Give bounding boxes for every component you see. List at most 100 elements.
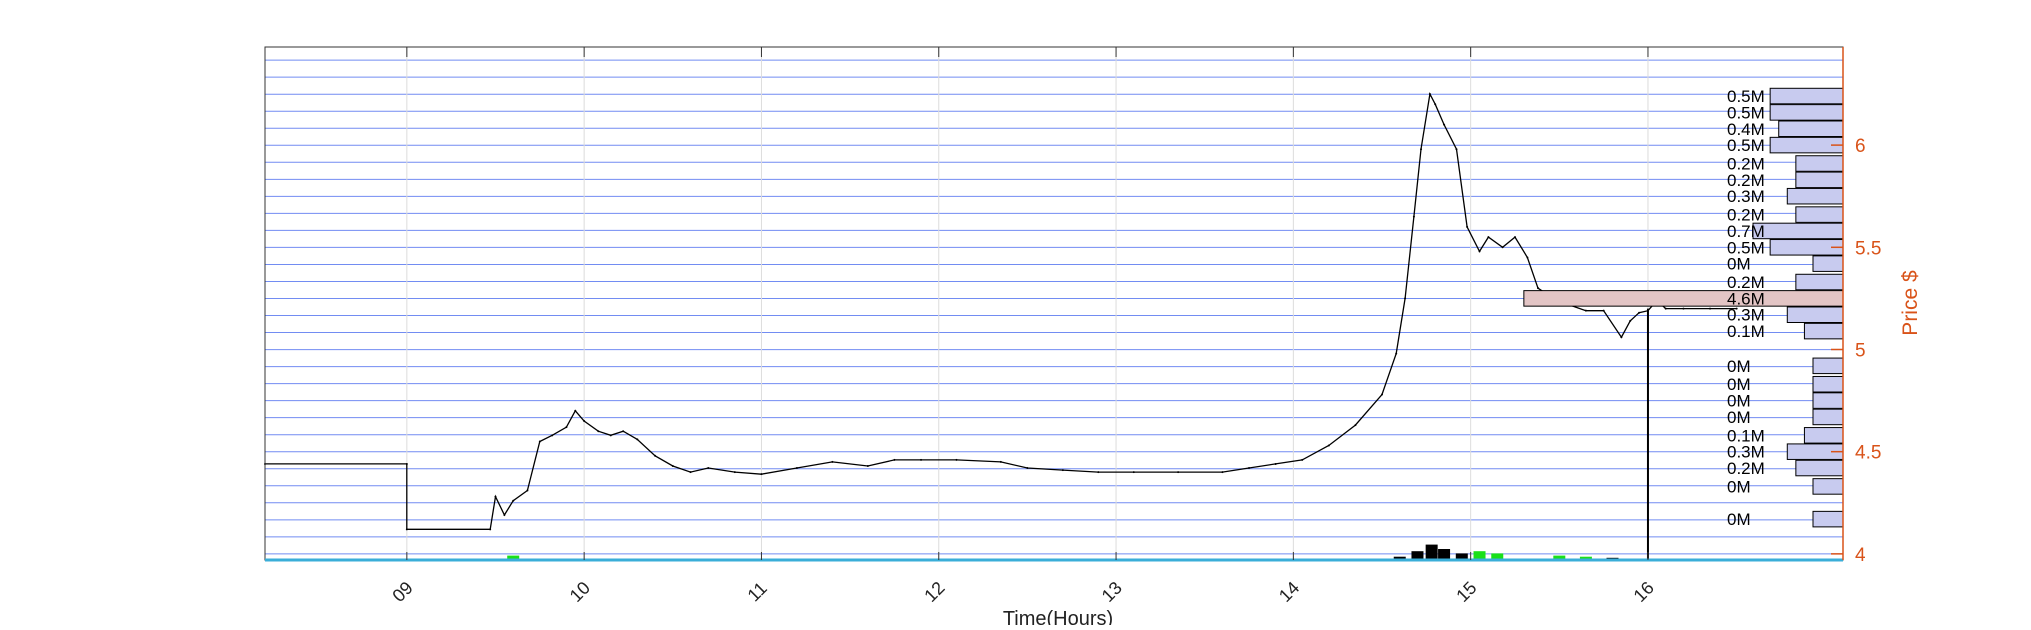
volume-profile-label: 0.4M bbox=[1727, 120, 1765, 139]
price-point bbox=[920, 458, 923, 461]
price-point bbox=[1466, 225, 1469, 228]
volume-profile-bar bbox=[1795, 206, 1844, 223]
volume-profile-bar bbox=[1795, 273, 1844, 291]
price-point bbox=[1709, 307, 1712, 310]
x-axis-label: Time(Hours) bbox=[1003, 608, 1113, 625]
price-point bbox=[1177, 471, 1180, 474]
price-point bbox=[1404, 297, 1407, 300]
x-tick-label: 11 bbox=[744, 578, 771, 605]
volume-profile-label: 0.5M bbox=[1727, 103, 1765, 122]
price-point bbox=[760, 473, 763, 476]
volume-bar bbox=[1579, 556, 1592, 560]
price-point bbox=[1478, 250, 1481, 253]
volume-profile-bar bbox=[1769, 104, 1844, 121]
x-tick-label: 15 bbox=[1452, 578, 1480, 606]
volume-bar bbox=[1393, 556, 1406, 560]
volume-profile-bar bbox=[1803, 322, 1844, 340]
price-point bbox=[1026, 467, 1029, 470]
price-point bbox=[574, 409, 577, 412]
price-point bbox=[1638, 311, 1641, 314]
volume-profile-label: 0M bbox=[1727, 255, 1751, 274]
volume-bar bbox=[507, 555, 520, 560]
volume-profile-label: 4.6M bbox=[1727, 289, 1765, 308]
price-point bbox=[1682, 307, 1685, 310]
price-point bbox=[866, 464, 869, 467]
price-point bbox=[622, 430, 625, 433]
price-point bbox=[1420, 148, 1423, 151]
volume-profile-bar bbox=[1812, 392, 1844, 409]
price-point bbox=[1327, 444, 1330, 447]
price-point bbox=[893, 458, 896, 461]
price-point bbox=[1061, 469, 1064, 472]
y-ticks: 4 4.5 5 5.5 6 bbox=[1831, 136, 1881, 566]
x-tick-label: 09 bbox=[388, 578, 416, 606]
volume-profile-bar bbox=[1812, 375, 1844, 393]
volume-profile-label: 0.3M bbox=[1727, 306, 1765, 325]
volume-profile-bar bbox=[1752, 222, 1844, 240]
price-point bbox=[1735, 307, 1738, 310]
volume-profile-label: 0M bbox=[1727, 477, 1751, 496]
y-tick-label: 5.5 bbox=[1855, 238, 1881, 259]
price-point bbox=[583, 420, 586, 423]
volume-profile-label: 0.2M bbox=[1727, 273, 1765, 292]
y-tick-label: 6 bbox=[1855, 136, 1866, 157]
volume-bar bbox=[1411, 551, 1424, 560]
volume-profile-label: 0M bbox=[1727, 375, 1751, 394]
price-point bbox=[1526, 256, 1529, 259]
price-point bbox=[1501, 246, 1504, 249]
price-point bbox=[1434, 103, 1437, 106]
price-point bbox=[1354, 424, 1357, 427]
price-point bbox=[609, 434, 612, 437]
volume-profile-label: 0.2M bbox=[1727, 459, 1765, 478]
price-point bbox=[538, 440, 541, 443]
price-point bbox=[1097, 471, 1100, 474]
volume-bar bbox=[1491, 553, 1504, 560]
price-point bbox=[1301, 458, 1304, 461]
volume-profile-bar bbox=[1778, 120, 1844, 138]
price-point bbox=[526, 489, 529, 492]
price-point bbox=[489, 528, 492, 531]
volume-profile-label: 0.3M bbox=[1727, 443, 1765, 462]
volume-profile-bar bbox=[1795, 459, 1844, 477]
y-tick-label: 4 bbox=[1855, 545, 1866, 566]
volume-profile-label: 0.2M bbox=[1727, 171, 1765, 190]
volume-profile-bar bbox=[1786, 306, 1844, 324]
price-point bbox=[1248, 467, 1251, 470]
price-level-lines bbox=[265, 59, 1843, 555]
volume-profile-bar bbox=[1803, 427, 1844, 444]
volume-bar bbox=[1455, 553, 1468, 560]
price-point bbox=[1395, 352, 1398, 355]
price-point bbox=[1221, 471, 1224, 474]
volume-bar bbox=[1553, 555, 1566, 560]
x-tick-label: 12 bbox=[920, 578, 948, 606]
volume-bar bbox=[1425, 544, 1438, 560]
volume-profile-bar bbox=[1812, 510, 1844, 528]
volume-profile-label: 0.2M bbox=[1727, 154, 1765, 173]
price-point bbox=[1428, 93, 1431, 96]
price-point bbox=[999, 460, 1002, 463]
price-point bbox=[1664, 307, 1667, 310]
price-point bbox=[795, 467, 798, 470]
volume-profile-label: 0.1M bbox=[1727, 322, 1765, 341]
volume-profile-bar bbox=[1795, 171, 1844, 189]
price-point bbox=[733, 471, 736, 474]
price-point bbox=[512, 499, 515, 502]
volume-profile-bar bbox=[1812, 408, 1844, 426]
price-point bbox=[494, 495, 497, 498]
price-point bbox=[405, 462, 408, 465]
price-point bbox=[1455, 148, 1458, 151]
price-point bbox=[1584, 309, 1587, 312]
volume-bar bbox=[1438, 549, 1451, 560]
price-point bbox=[1487, 236, 1490, 239]
x-tick-label: 10 bbox=[566, 578, 594, 606]
price-point bbox=[597, 430, 600, 433]
price-point bbox=[955, 458, 958, 461]
price-point bbox=[1629, 319, 1632, 322]
volume-profile-label: 0.5M bbox=[1727, 136, 1765, 155]
x-tick-label: 13 bbox=[1098, 578, 1126, 606]
price-point bbox=[503, 514, 506, 517]
volume-bar bbox=[1473, 551, 1486, 560]
volume-profile-bar bbox=[1786, 187, 1844, 205]
y-axis-label: Price $ bbox=[1899, 270, 1922, 336]
